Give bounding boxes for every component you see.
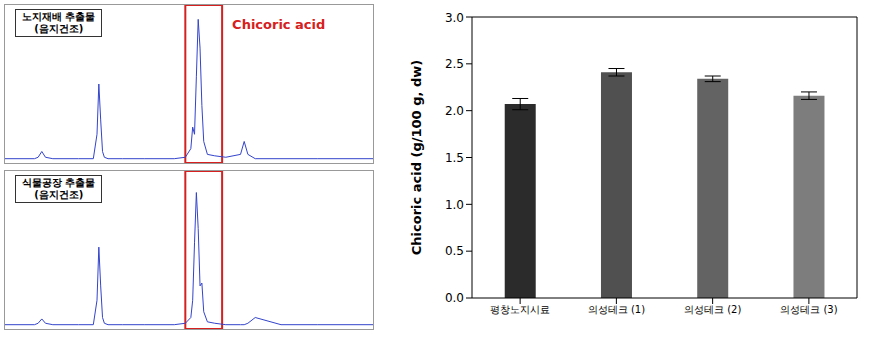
- svg-text:2.0: 2.0: [445, 104, 464, 118]
- html-text:Chicoric acid: Chicoric acid: [232, 17, 326, 32]
- svg-text:1.0: 1.0: [445, 198, 464, 212]
- svg-text:1.5: 1.5: [445, 151, 464, 165]
- svg-text:평창노지시료: 평창노지시료: [490, 304, 550, 315]
- html-text:노지재배 추출물: 노지재배 추출물: [22, 11, 96, 22]
- html-text:식물공장 추출물: 식물공장 추출물: [22, 177, 96, 188]
- svg-text:의성테크 (1): 의성테크 (1): [588, 304, 645, 315]
- html-text:(음지건조): (음지건조): [34, 23, 84, 34]
- svg-text:2.5: 2.5: [445, 57, 464, 71]
- html-text:(음지건조): (음지건조): [34, 189, 84, 200]
- svg-text:0.5: 0.5: [445, 244, 464, 258]
- svg-text:3.0: 3.0: [445, 11, 464, 25]
- svg-text:0.0: 0.0: [445, 291, 464, 305]
- svg-text:의성테크 (2): 의성테크 (2): [684, 304, 741, 315]
- svg-text:의성테크 (3): 의성테크 (3): [780, 304, 837, 315]
- svg-text:Chicoric acid (g/100 g, dw): Chicoric acid (g/100 g, dw): [409, 60, 424, 255]
